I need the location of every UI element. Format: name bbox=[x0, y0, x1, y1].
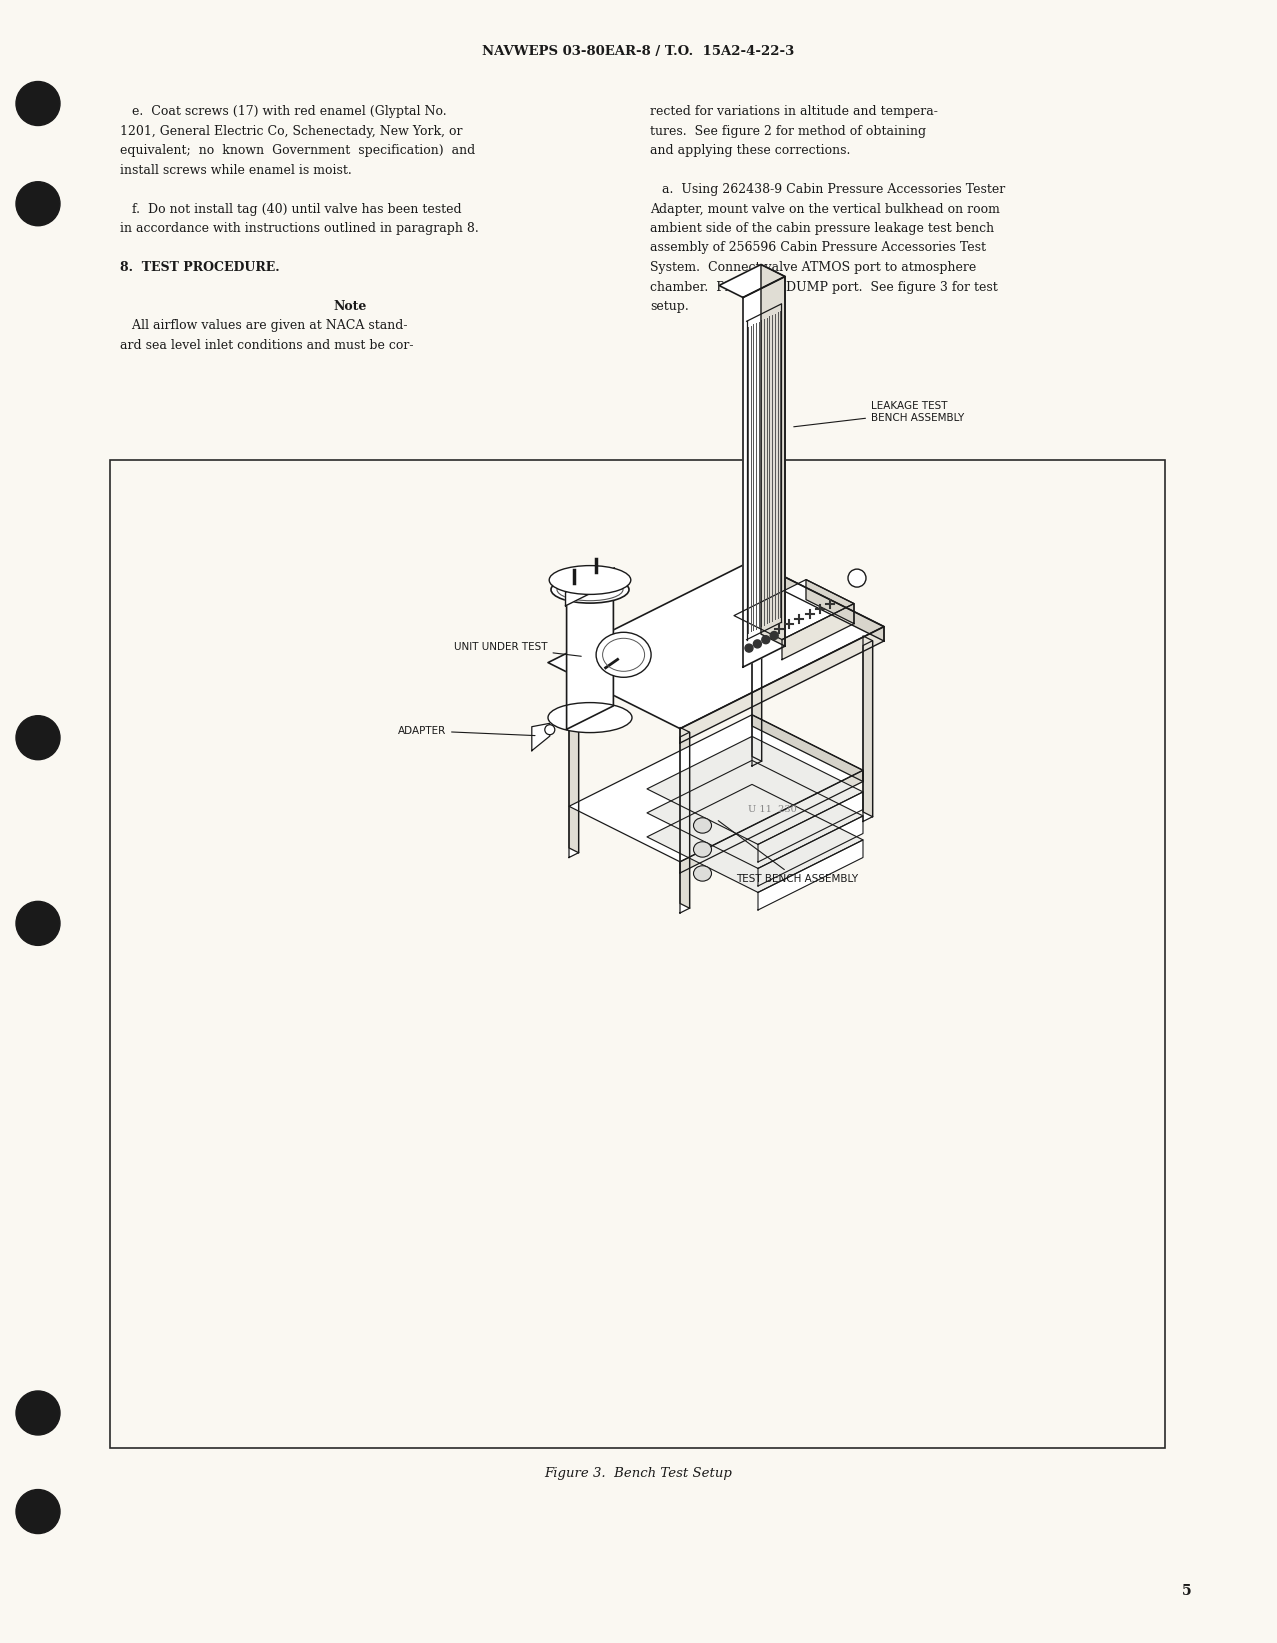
Circle shape bbox=[753, 639, 761, 647]
Polygon shape bbox=[679, 771, 863, 872]
Text: assembly of 256596 Cabin Pressure Accessories Test: assembly of 256596 Cabin Pressure Access… bbox=[650, 242, 986, 255]
Polygon shape bbox=[719, 265, 785, 297]
Text: a.  Using 262438-9 Cabin Pressure Accessories Tester: a. Using 262438-9 Cabin Pressure Accesso… bbox=[650, 182, 1005, 196]
Polygon shape bbox=[759, 792, 863, 863]
Text: tures.  See figure 2 for method of obtaining: tures. See figure 2 for method of obtain… bbox=[650, 125, 926, 138]
Polygon shape bbox=[761, 265, 785, 646]
Text: UNIT UNDER TEST: UNIT UNDER TEST bbox=[455, 642, 581, 656]
Circle shape bbox=[744, 644, 753, 652]
Text: ADAPTER: ADAPTER bbox=[398, 726, 535, 736]
Circle shape bbox=[17, 82, 60, 125]
Ellipse shape bbox=[548, 703, 632, 733]
Polygon shape bbox=[566, 568, 614, 606]
Text: install screws while enamel is moist.: install screws while enamel is moist. bbox=[120, 164, 351, 176]
Text: 1201, General Electric Co, Schenectady, New York, or: 1201, General Electric Co, Schenectady, … bbox=[120, 125, 462, 138]
Polygon shape bbox=[743, 276, 785, 667]
Text: ard sea level inlet conditions and must be cor-: ard sea level inlet conditions and must … bbox=[120, 338, 414, 352]
Ellipse shape bbox=[550, 577, 630, 603]
Text: All airflow values are given at NACA stand-: All airflow values are given at NACA sta… bbox=[120, 319, 407, 332]
Circle shape bbox=[770, 631, 778, 639]
Polygon shape bbox=[759, 840, 863, 910]
Polygon shape bbox=[548, 560, 884, 728]
Polygon shape bbox=[531, 723, 550, 751]
Polygon shape bbox=[647, 784, 863, 892]
Polygon shape bbox=[570, 715, 863, 863]
Text: Adapter, mount valve on the vertical bulkhead on room: Adapter, mount valve on the vertical bul… bbox=[650, 202, 1000, 215]
Text: LEAKAGE TEST
BENCH ASSEMBLY: LEAKAGE TEST BENCH ASSEMBLY bbox=[794, 401, 964, 427]
Ellipse shape bbox=[550, 705, 630, 731]
Circle shape bbox=[17, 902, 60, 945]
Polygon shape bbox=[863, 641, 872, 822]
Polygon shape bbox=[752, 580, 761, 761]
Polygon shape bbox=[679, 728, 690, 909]
Ellipse shape bbox=[693, 818, 711, 833]
Ellipse shape bbox=[693, 866, 711, 881]
Polygon shape bbox=[863, 636, 872, 817]
Polygon shape bbox=[570, 672, 578, 853]
Bar bbox=[110, 460, 1165, 1447]
Circle shape bbox=[17, 1490, 60, 1533]
Circle shape bbox=[17, 182, 60, 225]
Text: U 11  230: U 11 230 bbox=[748, 805, 797, 813]
Polygon shape bbox=[647, 761, 863, 869]
Text: Note: Note bbox=[333, 301, 366, 314]
Text: f.  Do not install tag (40) until valve has been tested: f. Do not install tag (40) until valve h… bbox=[120, 202, 461, 215]
Polygon shape bbox=[806, 580, 854, 624]
Circle shape bbox=[17, 1392, 60, 1434]
Polygon shape bbox=[752, 560, 884, 641]
Polygon shape bbox=[759, 817, 863, 886]
Text: rected for variations in altitude and tempera-: rected for variations in altitude and te… bbox=[650, 105, 937, 118]
Circle shape bbox=[17, 716, 60, 759]
Text: and applying these corrections.: and applying these corrections. bbox=[650, 145, 850, 158]
Text: setup.: setup. bbox=[650, 301, 688, 314]
Text: chamber.  Plug valve DUMP port.  See figure 3 for test: chamber. Plug valve DUMP port. See figur… bbox=[650, 281, 997, 294]
Text: TEST BENCH ASSEMBLY: TEST BENCH ASSEMBLY bbox=[718, 820, 858, 884]
Polygon shape bbox=[570, 677, 578, 858]
Text: Figure 3.  Bench Test Setup: Figure 3. Bench Test Setup bbox=[544, 1467, 733, 1479]
Ellipse shape bbox=[596, 633, 651, 677]
Text: equivalent;  no  known  Government  specification)  and: equivalent; no known Government specific… bbox=[120, 145, 475, 158]
Text: System.  Connect valve ATMOS port to atmosphere: System. Connect valve ATMOS port to atmo… bbox=[650, 261, 976, 274]
Ellipse shape bbox=[693, 841, 711, 858]
Text: 5: 5 bbox=[1183, 1584, 1191, 1599]
Polygon shape bbox=[782, 603, 854, 659]
Text: 8.  TEST PROCEDURE.: 8. TEST PROCEDURE. bbox=[120, 261, 280, 274]
Polygon shape bbox=[752, 585, 761, 766]
Ellipse shape bbox=[549, 565, 631, 595]
Polygon shape bbox=[679, 733, 690, 914]
Polygon shape bbox=[752, 715, 863, 782]
Circle shape bbox=[848, 568, 866, 587]
Polygon shape bbox=[734, 580, 854, 639]
Polygon shape bbox=[679, 626, 884, 743]
Polygon shape bbox=[567, 578, 613, 729]
Text: in accordance with instructions outlined in paragraph 8.: in accordance with instructions outlined… bbox=[120, 222, 479, 235]
Circle shape bbox=[545, 725, 554, 734]
Polygon shape bbox=[647, 736, 863, 845]
Text: e.  Coat screws (17) with red enamel (Glyptal No.: e. Coat screws (17) with red enamel (Gly… bbox=[120, 105, 447, 118]
Text: ambient side of the cabin pressure leakage test bench: ambient side of the cabin pressure leaka… bbox=[650, 222, 994, 235]
Text: NAVWEPS 03-80EAR-8 / T.O.  15A2-4-22-3: NAVWEPS 03-80EAR-8 / T.O. 15A2-4-22-3 bbox=[483, 46, 794, 59]
Circle shape bbox=[762, 636, 770, 644]
